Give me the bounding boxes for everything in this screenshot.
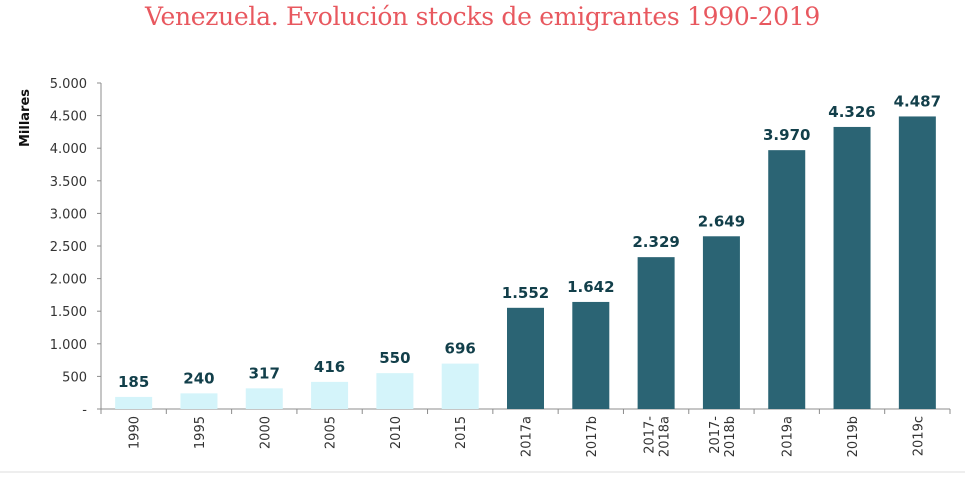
x-tick-label: 1995 bbox=[193, 416, 208, 449]
bar bbox=[115, 396, 153, 409]
x-tick-label-line: 2017a bbox=[520, 416, 535, 457]
data-label: 240 bbox=[183, 369, 214, 387]
x-tick-label-line: 2019a bbox=[781, 416, 796, 457]
data-label: 317 bbox=[249, 364, 280, 382]
data-label: 1.642 bbox=[567, 278, 614, 296]
y-tick-label: 2.000 bbox=[50, 273, 87, 288]
data-label: 2.329 bbox=[632, 233, 679, 251]
x-tick-label-line: 2000 bbox=[258, 416, 273, 449]
bar bbox=[311, 381, 349, 409]
x-tick-label-line: 2017- bbox=[643, 416, 658, 454]
x-tick-label: 2017a bbox=[520, 416, 535, 457]
bar bbox=[441, 363, 479, 409]
x-tick-label: 2017b bbox=[585, 416, 600, 457]
bar bbox=[898, 116, 936, 409]
x-tick-label-line: 2018a bbox=[658, 416, 673, 457]
x-tick-label: 2015 bbox=[454, 416, 469, 449]
x-tick-label-line: 2018b bbox=[723, 416, 738, 457]
bar bbox=[637, 257, 675, 409]
bar bbox=[376, 373, 414, 409]
y-tick-label: 4.500 bbox=[50, 110, 87, 125]
x-tick-label: 2017-2018a bbox=[643, 416, 673, 457]
x-tick-label: 2019a bbox=[781, 416, 796, 457]
x-tick-label-line: 2015 bbox=[454, 416, 469, 449]
y-tick-label: 4.000 bbox=[50, 142, 87, 157]
x-tick-label: 2017-2018b bbox=[708, 416, 738, 458]
bar bbox=[507, 307, 544, 409]
data-label: 185 bbox=[118, 373, 149, 391]
x-tick-label-line: 2010 bbox=[389, 416, 404, 449]
bar bbox=[572, 301, 610, 409]
bar bbox=[833, 126, 871, 410]
data-label: 1.552 bbox=[502, 284, 549, 302]
x-tick-label: 2019b bbox=[846, 416, 861, 457]
y-tick-label: 2.500 bbox=[50, 240, 87, 255]
x-tick-label-line: 2017- bbox=[708, 416, 723, 454]
bar bbox=[702, 236, 740, 409]
x-tick-label: 2010 bbox=[389, 416, 404, 449]
y-axis-label: Millares bbox=[18, 89, 33, 147]
bar bbox=[245, 388, 283, 409]
bar bbox=[180, 393, 218, 409]
x-tick-label-line: 2017b bbox=[585, 416, 600, 457]
chart-title: Venezuela. Evolución stocks de emigrante… bbox=[145, 2, 820, 31]
y-tick-label: 5.000 bbox=[50, 77, 87, 92]
y-tick-label: 1.500 bbox=[50, 305, 87, 320]
data-label: 696 bbox=[445, 340, 476, 358]
y-tick-label: 3.500 bbox=[50, 175, 87, 190]
x-tick-label-line: 1990 bbox=[128, 416, 143, 449]
x-tick-label-line: 2019c bbox=[911, 416, 926, 456]
data-label: 416 bbox=[314, 358, 345, 376]
y-tick-label: 3.000 bbox=[50, 207, 87, 222]
x-tick-label-line: 1995 bbox=[193, 416, 208, 449]
x-tick-label: 1990 bbox=[128, 416, 143, 449]
data-label: 2.649 bbox=[698, 212, 745, 230]
x-tick-label: 2019c bbox=[911, 416, 926, 456]
x-tick-label-line: 2005 bbox=[324, 416, 339, 449]
data-label: 4.487 bbox=[894, 92, 941, 110]
bar bbox=[768, 150, 806, 409]
data-label: 4.326 bbox=[828, 103, 875, 121]
data-label: 3.970 bbox=[763, 126, 810, 144]
y-tick-label: 500 bbox=[62, 370, 87, 385]
y-tick-label: - bbox=[82, 403, 87, 418]
data-label: 550 bbox=[379, 349, 410, 367]
y-tick-label: 1.000 bbox=[50, 338, 87, 353]
x-tick-label-line: 2019b bbox=[846, 416, 861, 457]
x-tick-label: 2005 bbox=[324, 416, 339, 449]
x-tick-label: 2000 bbox=[258, 416, 273, 449]
